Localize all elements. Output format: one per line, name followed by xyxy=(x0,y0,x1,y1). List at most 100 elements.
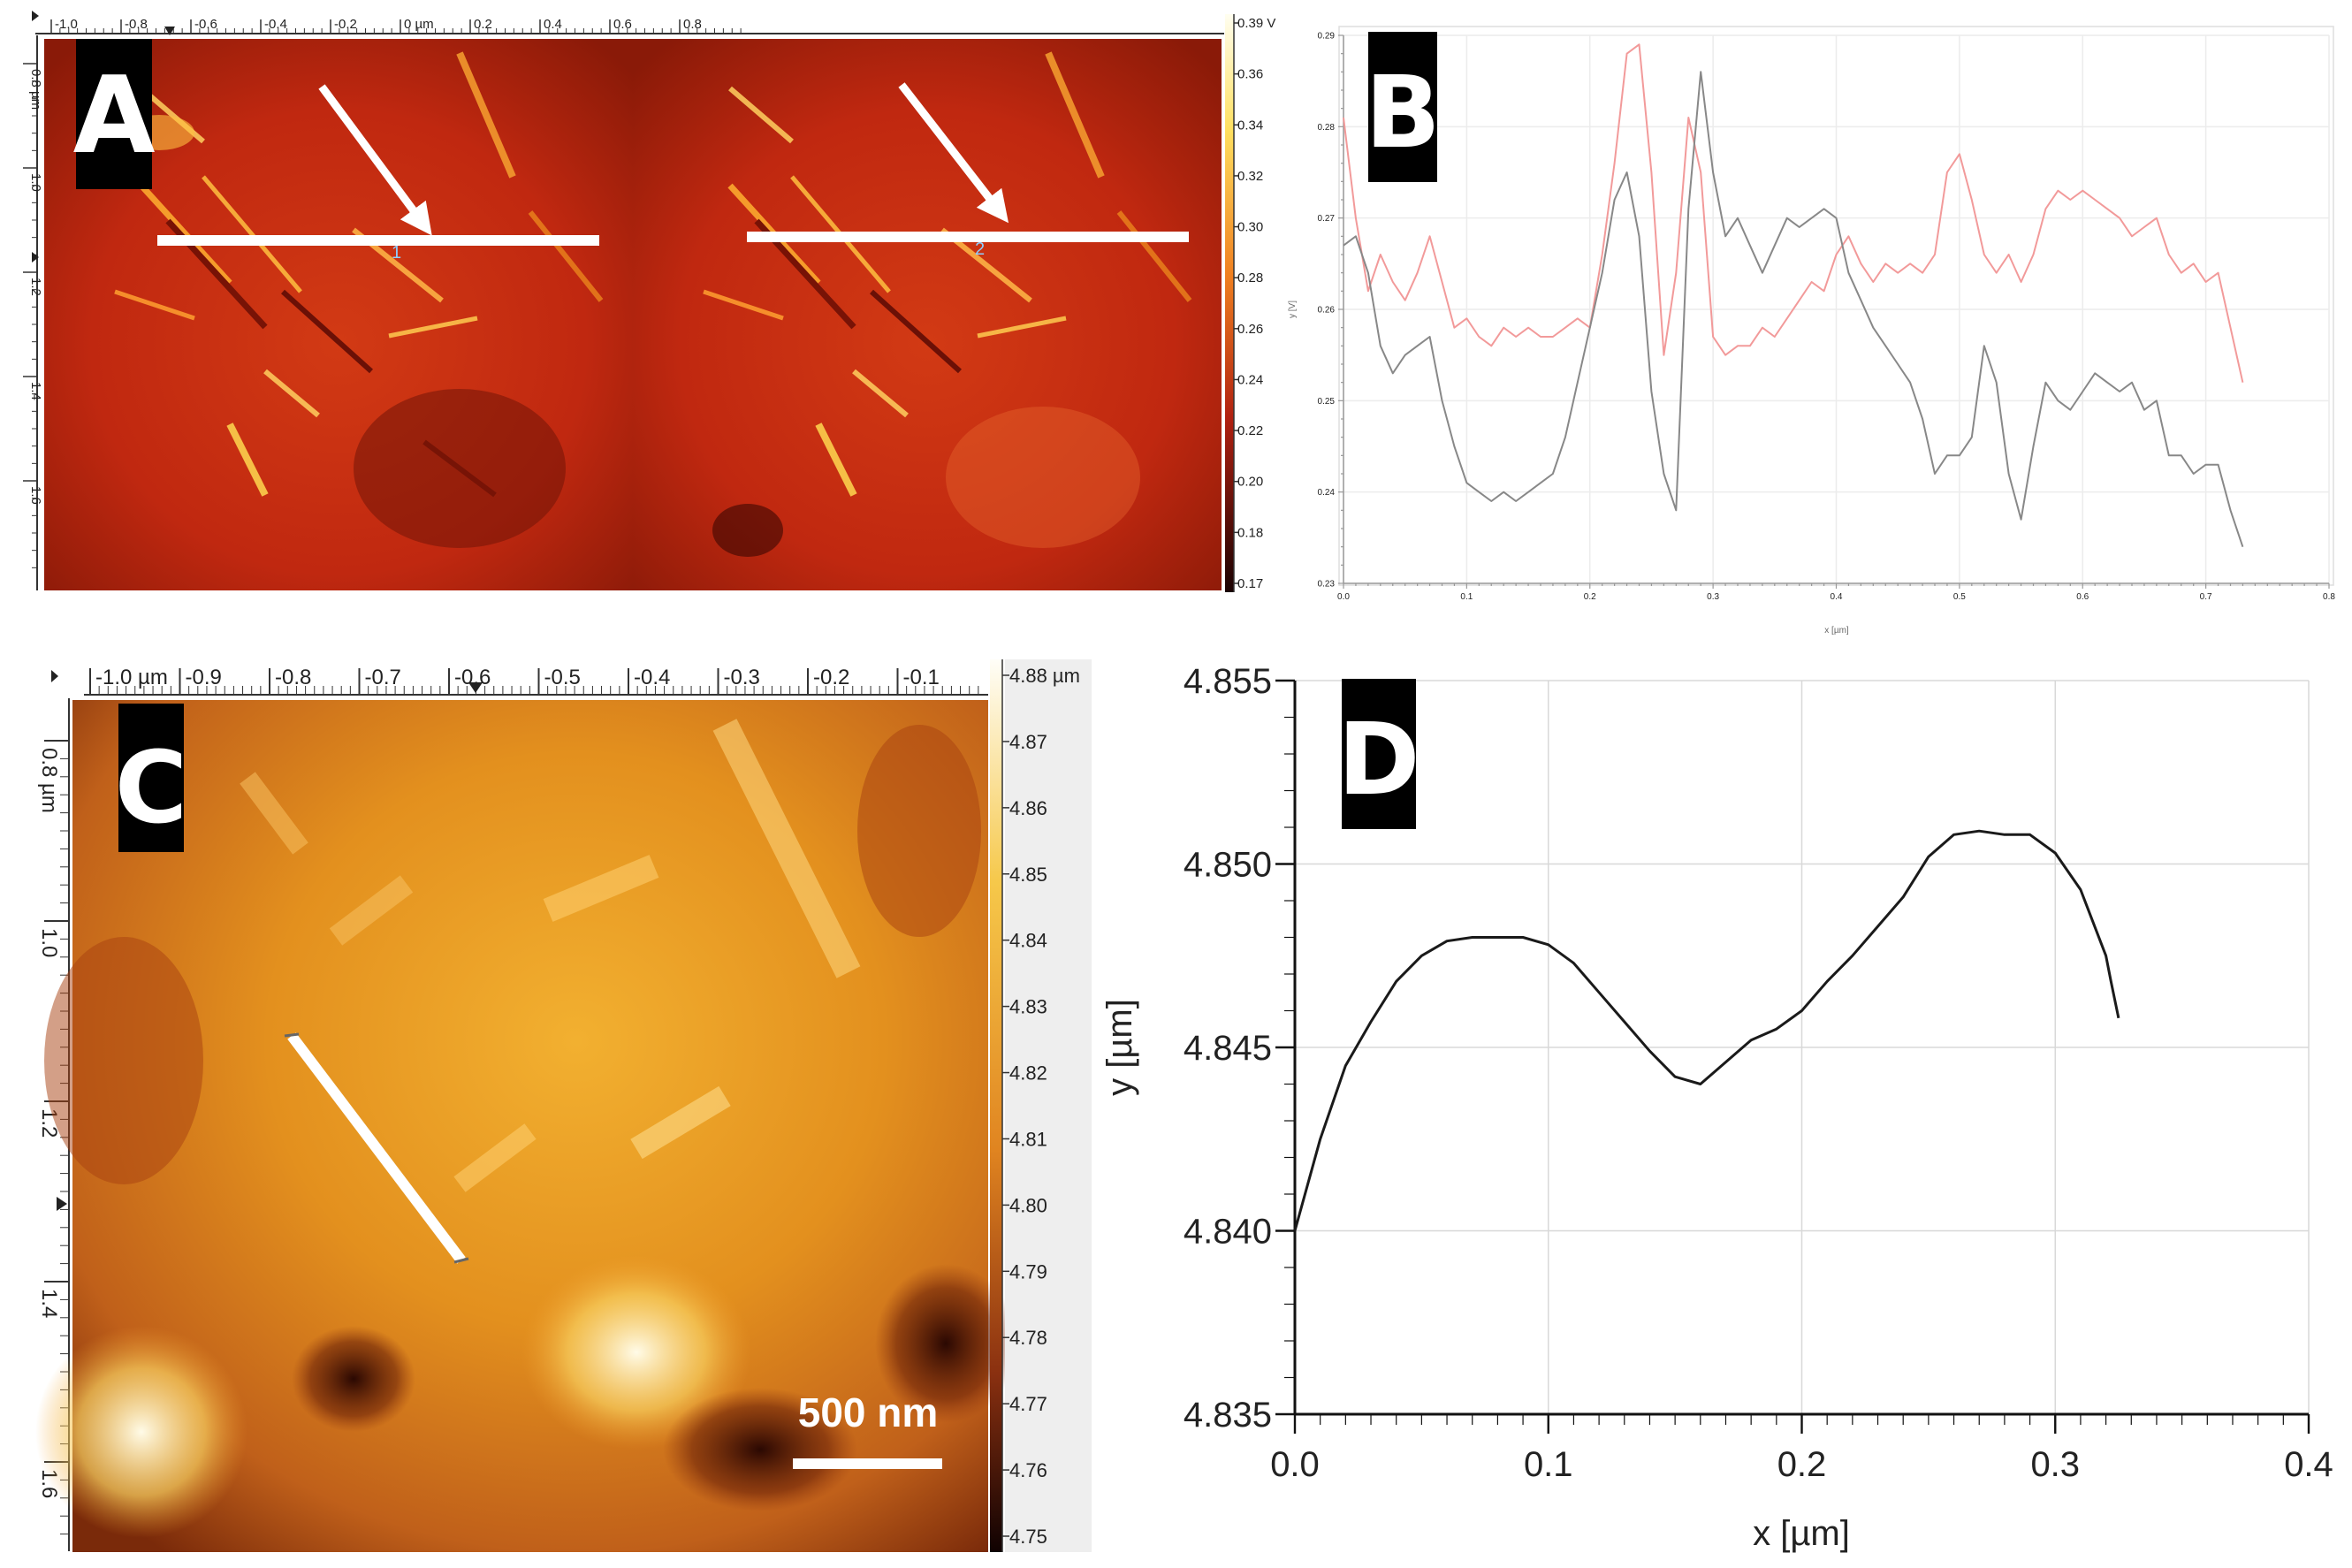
panel-a-top-tick-label: 0 µm xyxy=(404,17,434,32)
panel-a-colorbar xyxy=(1225,14,1234,592)
panel-c-scale-label: 500 nm xyxy=(798,1389,939,1435)
panel-a-top-tick-label: -0.4 xyxy=(264,17,287,32)
panel-d: 0.0 0.1 0.2 0.3 0.4 4.835 4.840 4.845 4.850 4.855… xyxy=(1100,654,2347,1564)
y-tick-label: 0.25 xyxy=(1318,397,1336,407)
panel-a-label-box xyxy=(76,39,152,189)
panel-a-colorbar-tick-label: 0.22 xyxy=(1237,423,1263,438)
panel-a-line-marker-2: 2 xyxy=(975,240,985,259)
panel-b-ylabel: y [V] xyxy=(1288,301,1298,318)
panel-d-frame xyxy=(1114,654,2347,1564)
panel-a: -1.0 -0.8 -0.6 -0.4 -0.2 0 µm 0.2 0.4 0.6 0.8 0.8… xyxy=(16,11,1280,592)
y-tick-label: 0.23 xyxy=(1318,580,1336,590)
panel-c-colorbar-tick-label: 4.80 xyxy=(1009,1194,1047,1216)
x-tick-label: 0.0 xyxy=(1337,592,1350,602)
panel-c-height-image xyxy=(35,700,1016,1552)
series-line-1 xyxy=(1343,71,2244,548)
panel-a-right-image xyxy=(633,39,1222,590)
panel-a-left-tick-label: 1.2 xyxy=(28,278,43,296)
panel-a-left-tick-label: 1.0 xyxy=(28,173,43,192)
panel-c-colorbar-tick-label: 4.85 xyxy=(1009,864,1047,886)
panel-a-top-tick-label: -1.0 xyxy=(55,17,78,32)
panel-c-colorbar-tick-label: 4.75 xyxy=(1009,1526,1047,1548)
y-tick-label: 4.855 xyxy=(1184,662,1272,701)
panel-c-left-tick-label: 0.8 µm xyxy=(37,748,61,813)
panel-a-top-tick-label: 0.8 xyxy=(683,17,702,32)
panel-a-top-tick-label: -0.8 xyxy=(125,17,148,32)
y-tick-label: 4.835 xyxy=(1184,1396,1272,1435)
panel-c-top-ticks: -1.0 µm -0.9 -0.8 -0.7 -0.6 -0.5 -0.4 -0.3 -0.2-… xyxy=(89,666,979,695)
y-tick-label: 4.850 xyxy=(1184,846,1272,885)
panel-a-arrow-1 xyxy=(318,84,432,236)
panel-a-left-tick-label: 1.6 xyxy=(28,486,43,505)
panel-c-left-marker-icon xyxy=(57,1197,67,1211)
panel-b-frame xyxy=(1280,14,2345,633)
y-tick-label: 0.26 xyxy=(1318,306,1336,316)
panel-d-axes: 0.0 0.1 0.2 0.3 0.4 4.835 4.840 4.845 4.850 4.855 xyxy=(1184,662,2333,1484)
panel-c-label-box xyxy=(118,704,184,852)
panel-c-colorbar-tick-label: 4.86 xyxy=(1009,797,1047,819)
panel-c-left-tick-label: 1.0 xyxy=(37,928,61,957)
panel-c-cursor-marker-icon xyxy=(468,682,483,693)
panel-a-ruler-arrow-icon xyxy=(32,11,39,21)
panel-d-series xyxy=(1293,829,2120,1231)
panel-a-colorbar-tick-label: 0.28 xyxy=(1237,270,1263,285)
panel-a-colorbar-tick-label: 0.24 xyxy=(1237,372,1263,387)
panel-c-top-tick-label: -0.5 xyxy=(544,666,581,689)
x-tick-label: 0.0 xyxy=(1270,1445,1320,1484)
panel-a-left-ticks: 0.8 µm 1.0 1.2 1.4 1.6 xyxy=(23,63,43,568)
panel-c-colorbar-tick-label: 4.87 xyxy=(1009,731,1047,753)
panel-c-top-tick-label: -0.3 xyxy=(724,666,760,689)
panel-c: -1.0 µm -0.9 -0.8 -0.7 -0.6 -0.5 -0.4 -0.3 -0.2-… xyxy=(34,654,1094,1556)
panel-c-colorbar-tick-label: 4.82 xyxy=(1009,1062,1047,1085)
panel-b-axes: 0.0 0.1 0.2 0.3 0.4 0.5 0.6 0.7 0.8 0.23 0.24 0.25 0… xyxy=(1318,32,2336,603)
x-tick-label: 0.6 xyxy=(2076,592,2089,602)
panel-a-top-tick-label: 0.2 xyxy=(474,17,492,32)
panel-a-colorbar-ticks: 0.39 V 0.36 0.34 0.32 0.30 0.28 0.26 0.24 0.22 0.… xyxy=(1234,16,1275,591)
panel-b-label-box xyxy=(1368,32,1437,182)
panel-c-top-tick-label: -1.0 µm xyxy=(95,666,168,689)
y-tick-label: 0.24 xyxy=(1318,488,1336,498)
panel-b-xlabel: x [µm] xyxy=(1824,626,1849,636)
panel-c-top-tick-label: -0.2 xyxy=(813,666,849,689)
panel-c-colorbar-tick-label: 4.83 xyxy=(1009,996,1047,1018)
panel-c-colorbar-tick-label: 4.81 xyxy=(1009,1128,1047,1150)
y-tick-label: 4.845 xyxy=(1184,1029,1272,1068)
x-tick-label: 0.8 xyxy=(2323,592,2335,602)
x-tick-label: 0.1 xyxy=(1460,592,1473,602)
series-line-0 xyxy=(1343,43,2244,383)
panel-b-series xyxy=(1343,43,2244,548)
panel-a-colorbar-tick-label: 0.34 xyxy=(1237,118,1263,133)
panel-a-top-tick-label: -0.6 xyxy=(194,17,217,32)
y-tick-label: 0.28 xyxy=(1318,123,1336,133)
panel-c-colorbar-tick-label: 4.76 xyxy=(1009,1459,1047,1481)
panel-a-top-tick-label: 0.6 xyxy=(613,17,632,32)
x-tick-label: 0.7 xyxy=(2200,592,2212,602)
panel-d-label-box xyxy=(1342,679,1416,829)
panel-a-top-ticks: -1.0 -0.8 -0.6 -0.4 -0.2 0 µm 0.2 0.4 0.6 0.8 xyxy=(50,17,742,34)
panel-a-colorbar-tick-label: 0.26 xyxy=(1237,322,1263,337)
panel-a-left-tick-label: 1.4 xyxy=(28,382,43,400)
x-tick-label: 0.4 xyxy=(2284,1445,2333,1484)
panel-c-colorbar-tick-label: 4.84 xyxy=(1009,930,1047,952)
panel-a-arrow-2 xyxy=(898,82,1009,224)
panel-d-xlabel: x [µm] xyxy=(1753,1514,1850,1553)
panel-d-label: D xyxy=(1338,703,1420,818)
panel-c-left-tick-label: 1.4 xyxy=(37,1289,61,1318)
panel-c-top-tick-label: -0.1 xyxy=(903,666,940,689)
panel-c-label: C xyxy=(115,731,187,846)
panel-a-colorbar-tick-label: 0.36 xyxy=(1237,67,1263,82)
x-tick-label: 0.5 xyxy=(1953,592,1966,602)
panel-c-colorbar-tick-label: 4.79 xyxy=(1009,1260,1047,1283)
panel-c-colorbar-ticks: 4.88 µm 4.87 4.86 4.85 4.84 4.83 4.82 4.81 4.80 4… xyxy=(1002,665,1080,1548)
panel-a-colorbar-tick-label: 0.20 xyxy=(1237,475,1263,490)
x-tick-label: 0.4 xyxy=(1831,592,1843,602)
panel-a-colorbar-tick-label: 0.32 xyxy=(1237,169,1263,184)
panel-c-colorbar-tick-label: 4.77 xyxy=(1009,1393,1047,1415)
panel-c-top-tick-label: -0.9 xyxy=(186,666,222,689)
panel-c-colorbar xyxy=(990,659,1002,1552)
panel-b-label: B xyxy=(1365,56,1440,171)
panel-c-colorbar-tick-label: 4.88 µm xyxy=(1009,665,1080,687)
panel-c-profile-line xyxy=(287,1032,466,1264)
y-tick-label: 0.29 xyxy=(1318,32,1336,42)
